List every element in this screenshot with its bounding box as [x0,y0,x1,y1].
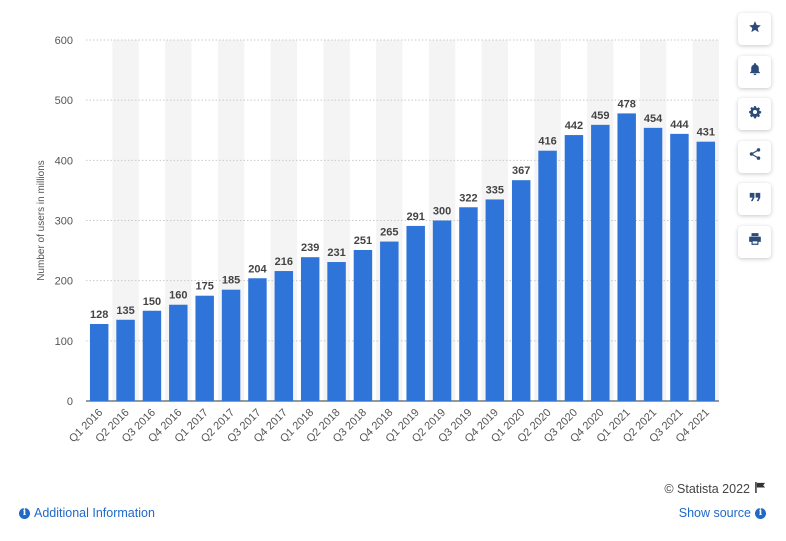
y-tick-label: 300 [55,216,73,228]
data-label: 175 [196,281,214,293]
bar [380,241,399,401]
data-label: 444 [670,119,689,131]
show-source-label: Show source [678,506,751,520]
bar [485,199,505,401]
credit-text: © Statista 2022 [664,482,750,496]
data-label: 291 [407,211,425,223]
bar [459,207,478,401]
bar [353,249,373,401]
statista-credit[interactable]: © Statista 2022 [664,482,766,496]
bar [591,124,610,402]
bar [116,319,135,401]
bar [195,295,214,401]
data-label: 431 [697,127,715,139]
data-label: 265 [380,227,398,239]
data-label: 322 [459,192,477,204]
data-label: 160 [169,290,187,302]
y-tick-label: 100 [55,336,73,348]
flag-icon [755,482,766,496]
bell-icon [748,62,762,81]
show-source-link[interactable]: Show source i [679,506,766,520]
bookmark-button[interactable] [738,13,771,45]
data-label: 335 [486,184,504,196]
bar [89,323,109,401]
bar [538,150,557,401]
info-icon: i [755,507,766,519]
bar [327,262,346,401]
data-label: 216 [275,256,293,268]
additional-information-label: Additional Information [34,506,155,520]
data-label: 442 [565,120,583,132]
bar [142,310,162,401]
bar [274,271,294,401]
data-label: 300 [433,206,451,218]
y-tick-label: 600 [55,35,73,47]
data-label: 251 [354,235,372,247]
data-label: 150 [143,296,161,308]
data-label: 416 [538,136,556,148]
bar [643,127,663,402]
info-icon: i [19,507,30,519]
data-label: 239 [301,242,319,254]
data-label: 204 [248,263,267,275]
bar [248,278,267,401]
data-label: 478 [618,98,636,110]
bar [300,257,320,401]
data-label: 128 [90,309,108,321]
quote-icon [748,190,762,209]
print-icon [748,232,762,251]
bar [670,133,689,402]
y-tick-label: 0 [67,396,73,408]
cite-button[interactable] [738,183,771,216]
data-label: 185 [222,275,240,287]
share-button[interactable] [738,140,771,173]
bar [221,289,241,401]
star-icon [748,20,762,39]
data-label: 454 [644,113,663,125]
bar [511,180,531,401]
additional-information-link[interactable]: i Additional Information [19,506,155,520]
y-axis-label: Number of users in millions [36,160,47,281]
data-label: 367 [512,165,530,177]
print-button[interactable] [738,225,771,258]
chart-toolbar [738,13,771,269]
data-label: 459 [591,110,609,122]
bar [406,225,425,401]
data-label: 231 [327,247,345,259]
bar [432,220,452,401]
y-tick-label: 500 [55,95,73,107]
bar [169,304,188,401]
gear-icon [748,105,762,124]
y-tick-label: 200 [55,276,73,288]
bar [617,113,636,402]
settings-button[interactable] [738,98,771,131]
share-icon [748,147,762,166]
y-tick-label: 400 [55,155,73,167]
bar [696,141,716,401]
alert-button[interactable] [738,55,771,88]
bar [564,135,584,401]
data-label: 135 [116,305,134,317]
